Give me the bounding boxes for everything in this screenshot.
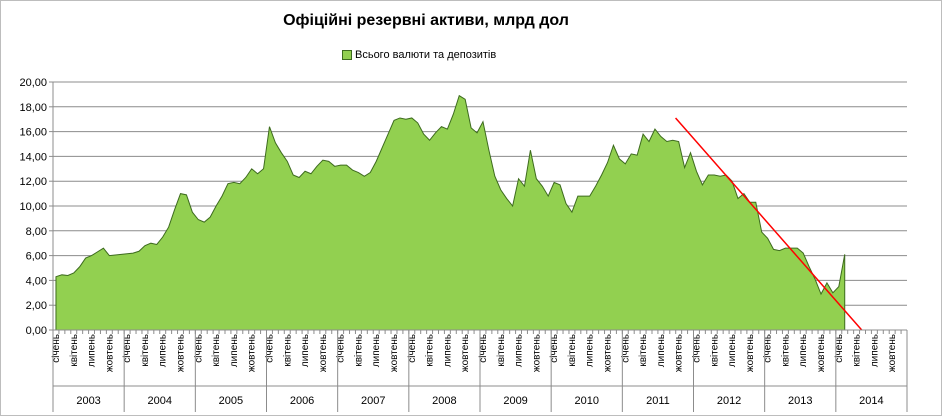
y-tick-label: 2,00	[26, 300, 47, 312]
month-label: квітень	[709, 334, 720, 367]
month-label: жовтень	[176, 334, 187, 372]
month-label: липень	[442, 334, 453, 367]
month-label: липень	[514, 334, 525, 367]
month-label: квітень	[567, 334, 578, 367]
month-label: липень	[798, 334, 809, 367]
month-label: квітень	[140, 334, 151, 367]
legend-label: Всього валюти та депозитів	[355, 49, 497, 61]
month-label: квітень	[425, 334, 436, 367]
month-label: січень	[691, 334, 702, 363]
year-label: 2011	[646, 395, 670, 407]
month-label: жовтень	[674, 334, 685, 372]
month-label: жовтень	[531, 334, 542, 372]
month-label: липень	[656, 334, 667, 367]
month-label: жовтень	[816, 334, 827, 372]
month-label: липень	[158, 334, 169, 367]
year-label: 2007	[361, 395, 385, 407]
month-label: квітень	[852, 334, 863, 367]
y-tick-label: 0,00	[26, 325, 47, 337]
year-label: 2014	[859, 395, 883, 407]
month-label: жовтень	[104, 334, 115, 372]
y-tick-label: 6,00	[26, 251, 47, 263]
year-label: 2006	[290, 395, 314, 407]
y-tick-label: 8,00	[26, 226, 47, 238]
trend-line	[675, 117, 863, 331]
month-label: січень	[763, 334, 774, 363]
month-label: січень	[264, 334, 275, 363]
month-label: квітень	[638, 334, 649, 367]
month-label: квітень	[496, 334, 507, 367]
month-label: квітень	[69, 334, 80, 367]
legend: Всього валюти та депозитів	[342, 49, 496, 61]
month-label: жовтень	[603, 334, 614, 372]
y-tick-label: 12,00	[19, 176, 47, 188]
month-label: січень	[478, 334, 489, 363]
month-label: жовтень	[247, 334, 258, 372]
y-tick-label: 14,00	[19, 151, 47, 163]
year-label: 2009	[503, 395, 527, 407]
month-label: січень	[834, 334, 845, 363]
chart-title: Офіційні резервні активи, млрд дол	[283, 12, 569, 29]
month-label: січень	[407, 334, 418, 363]
year-label: 2008	[432, 395, 456, 407]
y-tick-label: 20,00	[19, 77, 47, 89]
year-label: 2003	[76, 395, 100, 407]
month-label: липень	[300, 334, 311, 367]
month-label: січень	[336, 334, 347, 363]
legend-swatch	[342, 50, 352, 60]
month-label: липень	[869, 334, 880, 367]
month-label: січень	[549, 334, 560, 363]
year-label: 2010	[575, 395, 599, 407]
month-label: квітень	[353, 334, 364, 367]
month-label: січень	[122, 334, 133, 363]
y-tick-label: 10,00	[19, 201, 47, 213]
year-label: 2005	[219, 395, 243, 407]
y-tick-label: 4,00	[26, 275, 47, 287]
month-label: жовтень	[389, 334, 400, 372]
month-label: липень	[229, 334, 240, 367]
month-label: липень	[371, 334, 382, 367]
month-label: жовтень	[318, 334, 329, 372]
year-label: 2004	[148, 395, 172, 407]
month-label: липень	[87, 334, 98, 367]
month-label: липень	[727, 334, 738, 367]
year-label: 2013	[788, 395, 812, 407]
month-label: жовтень	[887, 334, 898, 372]
month-label: квітень	[780, 334, 791, 367]
series-area	[55, 94, 846, 331]
year-label: 2012	[717, 395, 741, 407]
month-label: січень	[193, 334, 204, 363]
month-label: січень	[620, 334, 631, 363]
month-label: липень	[585, 334, 596, 367]
y-tick-label: 18,00	[19, 102, 47, 114]
month-label: квітень	[282, 334, 293, 367]
month-label: квітень	[211, 334, 222, 367]
month-label: жовтень	[745, 334, 756, 372]
y-tick-label: 16,00	[19, 127, 47, 139]
month-label: січень	[51, 334, 62, 363]
month-label: жовтень	[460, 334, 471, 372]
